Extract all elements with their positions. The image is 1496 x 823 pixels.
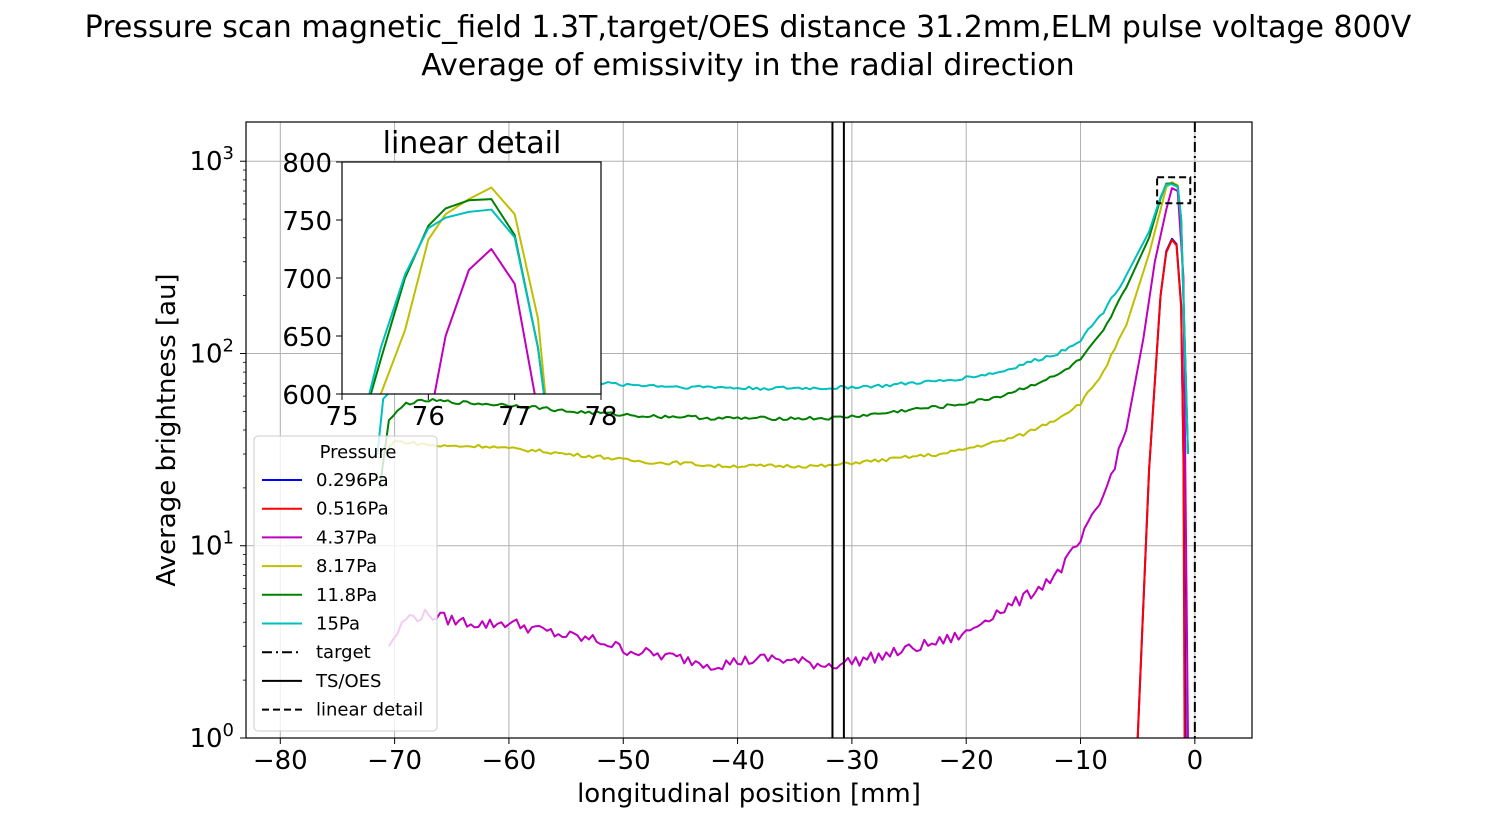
inset-series-line-4.37Pa [433,248,536,394]
y-axis-ticks: 100 101 102 103 [189,143,246,754]
legend-label: 8.17Pa [316,556,377,577]
inset-y-tick-label: 750 [282,207,332,237]
legend-label: 15Pa [316,614,360,635]
inset-x-tick-label: 78 [584,402,617,432]
x-axis-label: longitudinal position [mm] [577,779,921,809]
y-tick-label: 101 [189,528,234,562]
y-tick-label: 100 [189,720,234,754]
inset-x-tick-label: 76 [412,402,445,432]
inset-series-group [368,186,547,394]
legend-label: TS/OES [315,671,381,692]
linear-detail-box [1156,176,1192,205]
legend-box [253,435,438,732]
inset-x-tick-label: 75 [325,402,358,432]
legend-title: Pressure [320,442,397,463]
inset-axis-ticks: 75 76 77 78 600 650 700 750 800 [282,149,617,432]
x-tick-label: −80 [253,746,308,776]
x-tick-label: −20 [939,746,994,776]
series-line-11.8Pa [378,182,1189,489]
legend-label: linear detail [316,700,423,721]
legend-label: target [316,642,371,663]
inset-y-tick-label: 600 [282,381,332,411]
x-tick-label: −50 [596,746,651,776]
legend-entries: 0.296Pa 0.516Pa 4.37Pa 8.17Pa 11.8Pa 15Pa targ… [262,470,423,721]
legend-label: 0.296Pa [316,470,389,491]
inset-x-tick-label: 77 [498,402,531,432]
legend-label: 11.8Pa [316,585,377,606]
reference-lines [831,122,1196,738]
y-axis-label: Average brightness [au] [152,273,182,586]
series-line-0.296Pa [1136,237,1187,738]
x-tick-label: −60 [481,746,536,776]
inset-y-tick-label: 700 [282,265,332,295]
series-line-4.37Pa [388,187,1189,738]
y-tick-label: 102 [189,335,234,369]
x-tick-label: −40 [710,746,765,776]
chart-title: Pressure scan magnetic_field 1.3T,target… [85,10,1412,45]
inset-y-tick-label: 800 [282,149,332,179]
x-tick-label: −10 [1053,746,1108,776]
y-tick-label: 103 [189,143,234,177]
inset-series-line-8.17Pa [379,186,547,394]
chart-subtitle: Average of emissivity in the radial dire… [421,48,1074,83]
legend-label: 0.516Pa [316,499,389,520]
inset-y-tick-label: 650 [282,323,332,353]
x-tick-label: −70 [367,746,422,776]
series-line-0.516Pa [1136,238,1186,738]
x-axis-ticks: −80 −70 −60 −50 −40 −30 −20 −10 0 [253,738,1203,776]
inset-title: linear detail [383,126,562,161]
legend-label: 4.37Pa [316,527,377,548]
x-tick-label: 0 [1187,746,1204,776]
legend: Pressure 0.296Pa 0.516Pa 4.37Pa 8.17Pa 11.8P… [253,435,438,732]
inset-series-line-15Pa [368,208,545,394]
series-line-8.17Pa [382,181,1189,469]
x-tick-label: −30 [824,746,879,776]
